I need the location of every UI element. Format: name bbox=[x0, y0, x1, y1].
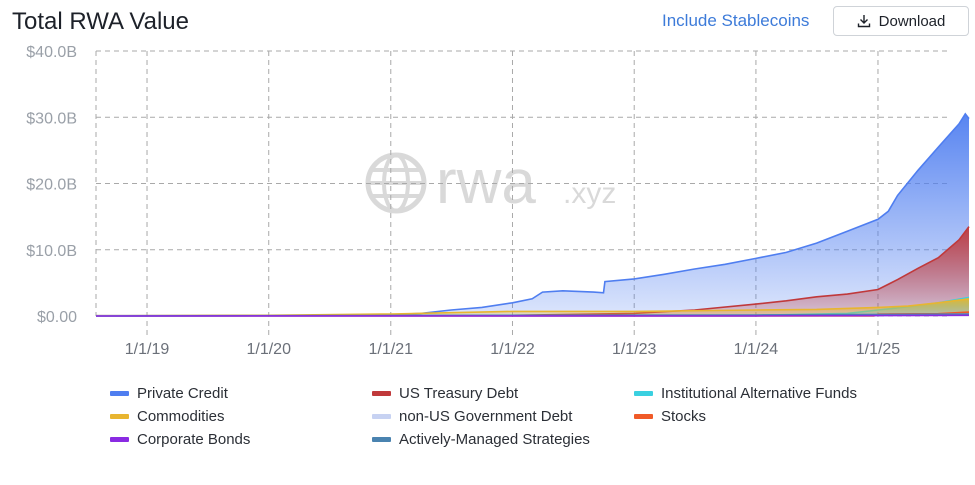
x-tick-label: 1/1/24 bbox=[734, 341, 779, 358]
line-corporate_bonds bbox=[95, 314, 970, 317]
legend-item-non-us-gov[interactable]: non-US Government Debt bbox=[372, 408, 572, 425]
download-icon bbox=[857, 15, 870, 28]
page-title: Total RWA Value bbox=[12, 8, 189, 35]
legend-item-inst-alt-funds[interactable]: Institutional Alternative Funds bbox=[634, 385, 857, 402]
legend-item-commodities[interactable]: Commodities bbox=[110, 408, 225, 425]
legend-item-active-managed[interactable]: Actively-Managed Strategies bbox=[372, 431, 590, 448]
legend-label: Institutional Alternative Funds bbox=[661, 385, 857, 402]
x-tick-label: 1/1/20 bbox=[246, 341, 291, 358]
legend-label: non-US Government Debt bbox=[399, 408, 573, 425]
include-stablecoins-link[interactable]: Include Stablecoins bbox=[662, 11, 810, 30]
watermark-text: rwa bbox=[436, 148, 536, 217]
x-tick-label: 1/1/25 bbox=[856, 341, 901, 358]
rwa-area-chart: rwa .xyz $0.00 $10.0B $20.0B $30.0B $40.0B 1/… bbox=[26, 44, 970, 358]
y-tick-label: $30.0B bbox=[26, 110, 77, 127]
y-tick-label: $10.0B bbox=[26, 243, 77, 260]
legend-label: Actively-Managed Strategies bbox=[399, 431, 590, 448]
y-tick-label: $0.00 bbox=[37, 309, 77, 326]
line-private_credit bbox=[95, 112, 970, 317]
chart-legend: Private Credit US Treasury Debt Institutio… bbox=[110, 385, 970, 455]
y-tick-label: $20.0B bbox=[26, 177, 77, 194]
legend-swatch bbox=[372, 391, 391, 396]
legend-label: Stocks bbox=[661, 408, 707, 425]
x-tick-label: 1/1/23 bbox=[612, 341, 657, 358]
legend-label: US Treasury Debt bbox=[399, 385, 519, 402]
legend-label: Corporate Bonds bbox=[137, 431, 251, 448]
legend-swatch bbox=[634, 414, 653, 419]
download-label: Download bbox=[878, 12, 946, 30]
x-tick-label: 1/1/22 bbox=[490, 341, 535, 358]
x-tick-label: 1/1/21 bbox=[369, 341, 414, 358]
x-tick-label: 1/1/19 bbox=[125, 341, 170, 358]
download-button[interactable]: Download bbox=[833, 6, 969, 36]
legend-swatch bbox=[634, 391, 653, 396]
legend-swatch bbox=[110, 437, 129, 442]
watermark-suffix: .xyz bbox=[563, 177, 616, 210]
legend-item-private-credit[interactable]: Private Credit bbox=[110, 385, 228, 402]
legend-label: Commodities bbox=[137, 408, 225, 425]
legend-label: Private Credit bbox=[137, 385, 228, 402]
legend-swatch bbox=[372, 414, 391, 419]
line-commodities bbox=[95, 298, 970, 317]
area-commodities bbox=[96, 298, 969, 316]
legend-swatch bbox=[372, 437, 391, 442]
watermark: rwa .xyz bbox=[365, 148, 616, 217]
legend-swatch bbox=[110, 391, 129, 396]
legend-item-stocks[interactable]: Stocks bbox=[634, 408, 706, 425]
area-private_credit bbox=[96, 113, 969, 317]
legend-swatch bbox=[110, 414, 129, 419]
y-tick-label: $40.0B bbox=[26, 44, 77, 61]
legend-item-us-treasury[interactable]: US Treasury Debt bbox=[372, 385, 518, 402]
legend-item-corporate-bonds[interactable]: Corporate Bonds bbox=[110, 431, 250, 448]
